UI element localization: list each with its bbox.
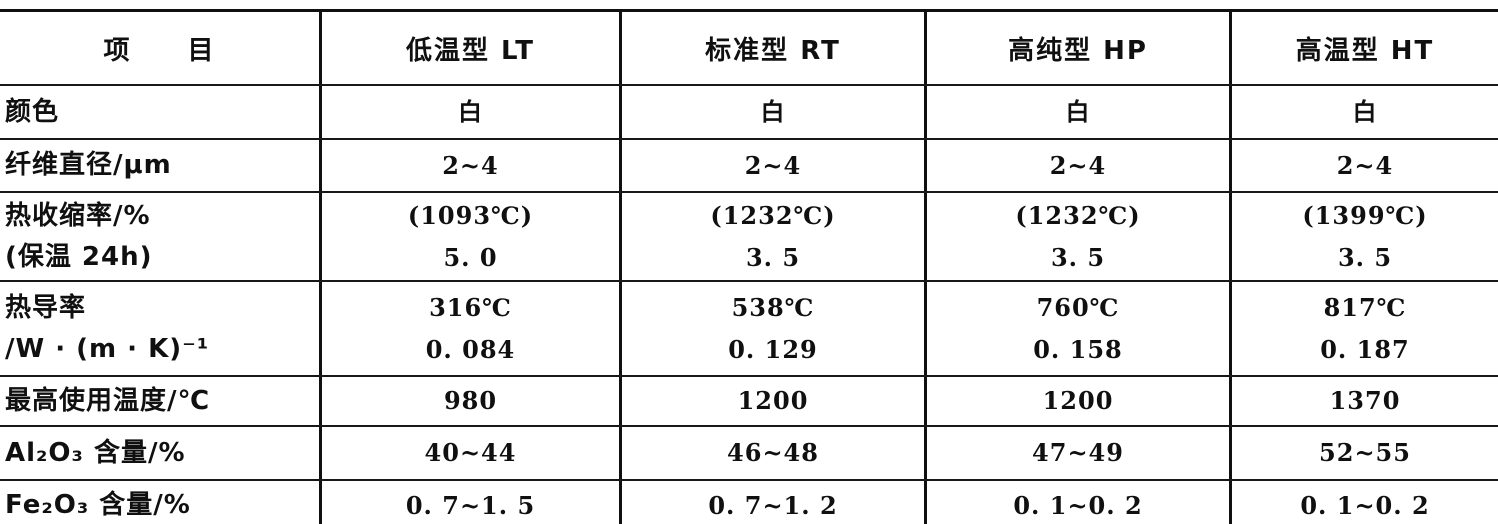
header-cell-rt-type: 标准型 RT — [622, 12, 927, 84]
row-label-max-use-temperature: 最高使用温度/℃ — [0, 377, 322, 425]
value-cell-color-ht: 白 — [1352, 97, 1378, 126]
value-cell-al2o3-ht: 52~55 — [1319, 438, 1411, 467]
table-row-max-use-temperature: 最高使用温度/℃ 980 1200 1200 1370 — [0, 377, 1498, 427]
value-cell-shrink-rt: (1232℃) 3. 5 — [622, 193, 927, 280]
fiber-properties-table: 项 目 低温型 LT 标准型 RT 高纯型 HP 高温型 HT 颜色 白 白 白… — [0, 9, 1498, 524]
table-row-fiber-diameter: 纤维直径/μm 2~4 2~4 2~4 2~4 — [0, 140, 1498, 193]
table-row-fe2o3-content: Fe₂O₃ 含量/% 0. 7~1. 5 0. 7~1. 2 0. 1~0. 2… — [0, 481, 1498, 524]
header-cell-lt-type: 低温型 LT — [322, 12, 622, 84]
value-cell-fe2o3-ht: 0. 1~0. 2 — [1300, 490, 1430, 520]
value-cell-maxt-ht: 1370 — [1329, 386, 1401, 415]
table-header-row: 项 目 低温型 LT 标准型 RT 高纯型 HP 高温型 HT — [0, 12, 1498, 86]
value-cell-color-lt: 白 — [322, 86, 622, 138]
value-cell-cond-hp: 760℃ 0. 158 — [927, 282, 1232, 375]
header-cell-hp-type: 高纯型 HP — [927, 12, 1232, 84]
value-cell-maxt-hp: 1200 — [927, 377, 1232, 425]
row-label-thermal-conductivity: 热导率 /W · (m · K)⁻¹ — [0, 282, 322, 375]
value-cell-fe2o3-hp: 0. 1~0. 2 — [927, 481, 1232, 524]
table-row-color: 颜色 白 白 白 白 — [0, 86, 1498, 140]
row-label-fe2o3-content: Fe₂O₃ 含量/% — [0, 481, 322, 524]
value-cell-fe2o3-lt: 0. 7~1. 5 — [322, 481, 622, 524]
row-label-al2o3-content: Al₂O₃ 含量/% — [0, 427, 322, 479]
value-cell-color-hp: 白 — [927, 86, 1232, 138]
value-cell-cond-lt: 316℃ 0. 084 — [322, 282, 622, 375]
value-cell-cond-rt: 538℃ 0. 129 — [622, 282, 927, 375]
value-cell-fiber-lt: 2~4 — [322, 140, 622, 191]
value-cell-al2o3-lt: 40~44 — [322, 427, 622, 479]
table-row-heat-shrinkage: 热收缩率/% (保温 24h) (1093℃) 5. 0 (1232℃) 3. … — [0, 193, 1498, 282]
row-label-fiber-diameter: 纤维直径/μm — [0, 140, 322, 191]
header-cell-item: 项 目 — [0, 12, 322, 84]
header-cell-ht-type: 高温型 HT — [1295, 35, 1435, 66]
value-cell-fiber-hp: 2~4 — [927, 140, 1232, 191]
table-row-al2o3-content: Al₂O₃ 含量/% 40~44 46~48 47~49 52~55 — [0, 427, 1498, 481]
value-cell-fiber-rt: 2~4 — [622, 140, 927, 191]
value-cell-fe2o3-rt: 0. 7~1. 2 — [622, 481, 927, 524]
table-row-thermal-conductivity: 热导率 /W · (m · K)⁻¹ 316℃ 0. 084 538℃ 0. 1… — [0, 282, 1498, 377]
row-label-color: 颜色 — [0, 86, 322, 138]
value-cell-al2o3-rt: 46~48 — [622, 427, 927, 479]
value-cell-shrink-lt: (1093℃) 5. 0 — [322, 193, 622, 280]
value-cell-cond-ht: 817℃ 0. 187 — [1320, 292, 1410, 364]
value-cell-shrink-ht: (1399℃) 3. 5 — [1302, 200, 1428, 272]
value-cell-shrink-hp: (1232℃) 3. 5 — [927, 193, 1232, 280]
value-cell-color-rt: 白 — [622, 86, 927, 138]
value-cell-maxt-rt: 1200 — [622, 377, 927, 425]
row-label-heat-shrinkage: 热收缩率/% (保温 24h) — [0, 193, 322, 280]
value-cell-al2o3-hp: 47~49 — [927, 427, 1232, 479]
value-cell-fiber-ht: 2~4 — [1336, 150, 1394, 180]
value-cell-maxt-lt: 980 — [322, 377, 622, 425]
